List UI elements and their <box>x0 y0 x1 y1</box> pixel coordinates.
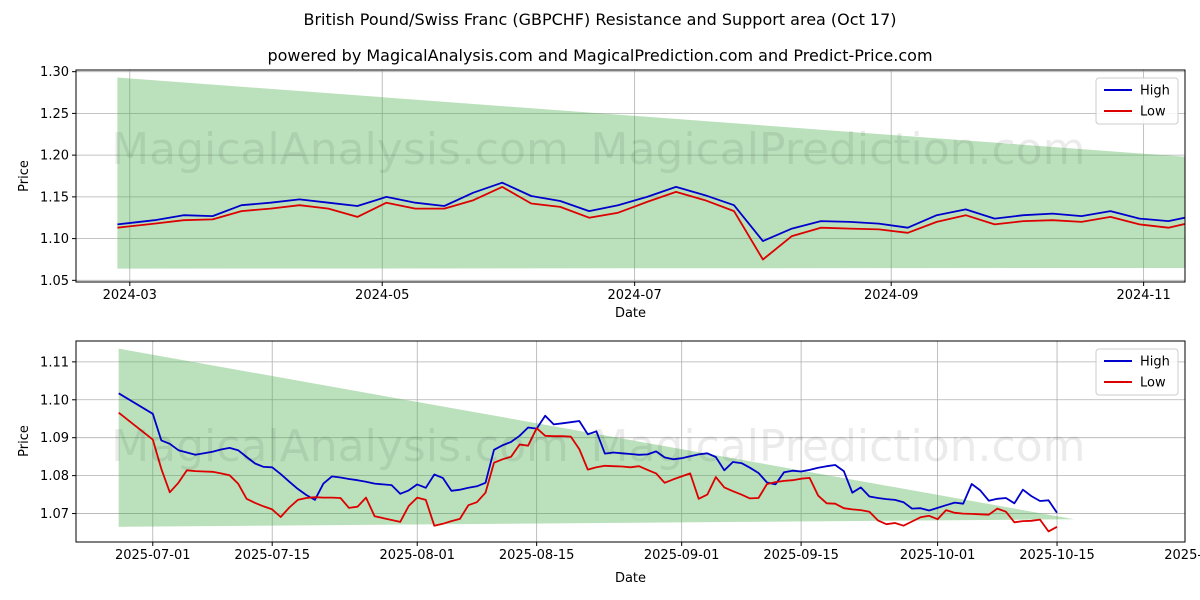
chart-panel-2: MagicalAnalysis.com MagicalPrediction.com… <box>17 340 1200 586</box>
watermark-prediction: MagicalPrediction.com <box>591 124 1086 175</box>
y-axis-label: Price <box>17 425 32 457</box>
x-axis-label: Date <box>615 306 646 321</box>
x-tick-label: 2024-11 <box>1116 288 1170 303</box>
plot-area <box>118 348 1075 533</box>
watermark-prediction: MagicalPrediction.com <box>591 421 1086 472</box>
x-tick-label: 2025-09-01 <box>644 548 720 563</box>
y-tick-label: 1.09 <box>40 431 69 446</box>
x-tick-label: 2025-07-01 <box>115 548 191 563</box>
x-tick-label: 2025-07-15 <box>234 548 310 563</box>
resistance-support-band <box>117 77 1185 269</box>
series-line-low <box>118 411 1058 533</box>
plot-frame <box>75 340 1186 543</box>
x-tick-label: 2025-10-01 <box>900 548 976 563</box>
resistance-support-band <box>118 348 1075 527</box>
chart-subtitle: powered by MagicalAnalysis.com and Magic… <box>267 46 933 65</box>
chart-title: British Pound/Swiss Franc (GBPCHF) Resis… <box>303 10 897 29</box>
y-tick-label: 1.30 <box>40 65 69 80</box>
y-tick-label: 1.15 <box>40 190 69 205</box>
y-tick-label: 1.07 <box>40 507 69 522</box>
y-tick-label: 1.11 <box>40 355 69 370</box>
x-tick-label: 2024-07 <box>607 288 661 303</box>
y-tick-label: 1.10 <box>40 393 69 408</box>
series-line-high <box>118 392 1058 514</box>
y-axis-label: Price <box>17 160 32 192</box>
y-tick-label: 1.10 <box>40 232 69 247</box>
watermark-analysis: MagicalAnalysis.com <box>111 421 569 472</box>
x-tick-label: 2024-05 <box>355 288 409 303</box>
x-tick-label: 2025-09-15 <box>763 548 839 563</box>
x-tick-label: 2024-09 <box>864 288 918 303</box>
x-tick-label: 2024-03 <box>103 288 157 303</box>
y-tick-label: 1.20 <box>40 149 69 164</box>
y-tick-label: 1.25 <box>40 107 69 122</box>
y-tick-label: 1.05 <box>40 274 69 289</box>
series-line-high <box>117 181 1185 243</box>
x-tick-label: 2025-08-01 <box>379 548 455 563</box>
legend-label-high: High <box>1140 84 1170 99</box>
legend: High Low <box>1095 77 1179 125</box>
x-tick-label: 2025-08-15 <box>499 548 575 563</box>
x-tick-label: 2025-11-01 <box>1164 548 1200 563</box>
x-tick-label: 2025-10-15 <box>1019 548 1095 563</box>
x-axis-label: Date <box>615 571 646 586</box>
chart-panel-1: MagicalAnalysis.com MagicalPrediction.com… <box>17 65 1186 321</box>
plot-frame <box>75 69 1186 283</box>
series-line-low <box>117 185 1185 261</box>
legend-label-low: Low <box>1140 376 1166 391</box>
legend-label-high: High <box>1140 355 1170 370</box>
y-tick-label: 1.08 <box>40 469 69 484</box>
watermark-analysis: MagicalAnalysis.com <box>111 124 569 175</box>
legend: High Low <box>1095 348 1179 396</box>
legend-label-low: Low <box>1140 105 1166 120</box>
plot-area <box>117 77 1185 269</box>
